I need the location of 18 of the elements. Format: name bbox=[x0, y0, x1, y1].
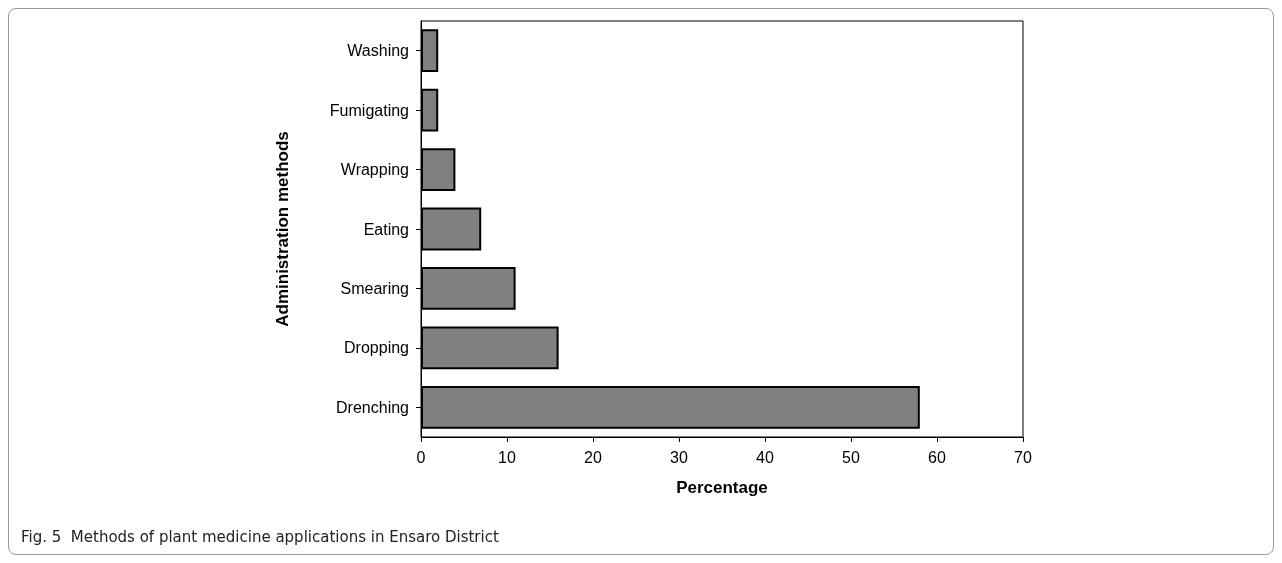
x-tick-label: 40 bbox=[756, 448, 774, 466]
x-tick-label: 70 bbox=[1014, 448, 1032, 466]
x-tick-label: 30 bbox=[670, 448, 688, 466]
x-tick-label: 0 bbox=[416, 448, 426, 466]
y-axis-title: Administration methods bbox=[273, 131, 292, 327]
y-tick-label: Fumigating bbox=[329, 101, 409, 119]
y-tick-label: Wrapping bbox=[340, 161, 409, 179]
y-tick-label: Drenching bbox=[336, 398, 409, 416]
y-tick-label: Dropping bbox=[344, 339, 409, 357]
caption: Fig. 5 Methods of plant medicine applications in Ensaro District bbox=[21, 527, 499, 546]
x-tick-label: 20 bbox=[584, 448, 602, 466]
x-tick-label: 60 bbox=[928, 448, 946, 466]
x-axis-title: Percentage bbox=[676, 478, 768, 497]
y-tick-label: Smearing bbox=[340, 279, 409, 297]
y-tick-label: Washing bbox=[347, 42, 409, 60]
x-tick-label: 10 bbox=[498, 448, 516, 466]
x-tick-label: 50 bbox=[842, 448, 860, 466]
y-tick-label: Eating bbox=[363, 220, 409, 238]
